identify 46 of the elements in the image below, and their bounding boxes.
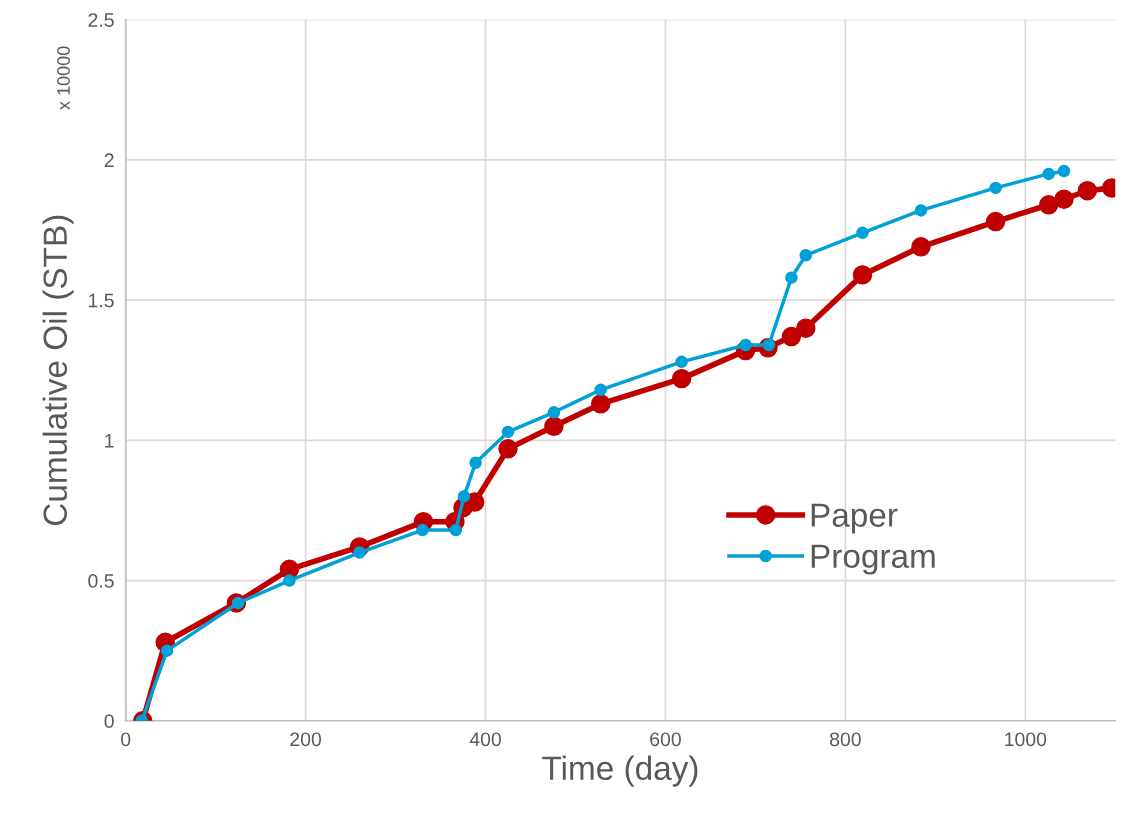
point <box>547 406 561 419</box>
point <box>590 394 611 414</box>
point <box>501 425 515 439</box>
y-tick-label: 1 <box>105 434 114 448</box>
point <box>544 416 564 437</box>
y-tick-label: 0 <box>104 714 114 729</box>
legend-label: Paper <box>811 503 898 534</box>
x-tick-label: 600 <box>650 732 681 747</box>
point <box>457 490 471 503</box>
point <box>160 644 174 657</box>
point <box>498 439 518 459</box>
point <box>1054 189 1074 209</box>
point <box>449 523 463 537</box>
legend-label: Program <box>811 544 935 575</box>
point <box>852 265 873 285</box>
point <box>989 181 1002 195</box>
point <box>1057 164 1071 178</box>
point <box>1042 167 1055 181</box>
x-tick-label: 1000 <box>1005 732 1047 747</box>
point <box>911 237 931 257</box>
x-tick-label: 400 <box>469 732 501 747</box>
y-tick-label: 1.5 <box>89 293 114 308</box>
point <box>469 456 482 470</box>
point <box>675 355 688 369</box>
y-tick-label: 2 <box>104 153 114 167</box>
point <box>1038 195 1059 215</box>
y-tick-label: 0.5 <box>88 574 114 588</box>
point <box>914 204 928 217</box>
text: x 10000 <box>57 46 70 110</box>
point <box>785 271 798 284</box>
y-tick-label: 2.5 <box>88 13 114 27</box>
point <box>671 368 692 389</box>
point <box>796 318 816 338</box>
point <box>781 326 802 347</box>
x-tick-label: 800 <box>830 732 861 747</box>
point <box>856 226 869 240</box>
y-axis-title: Cumulative Oil (STB) <box>42 215 74 526</box>
point <box>1077 181 1098 201</box>
point <box>985 211 1006 232</box>
x-tick-label: 0 <box>121 732 131 747</box>
point <box>416 523 429 537</box>
x-tick-label: 200 <box>290 732 322 747</box>
point <box>594 383 607 397</box>
point <box>283 574 296 587</box>
point <box>799 248 813 262</box>
x-axis-title: Time (day) <box>542 755 698 787</box>
